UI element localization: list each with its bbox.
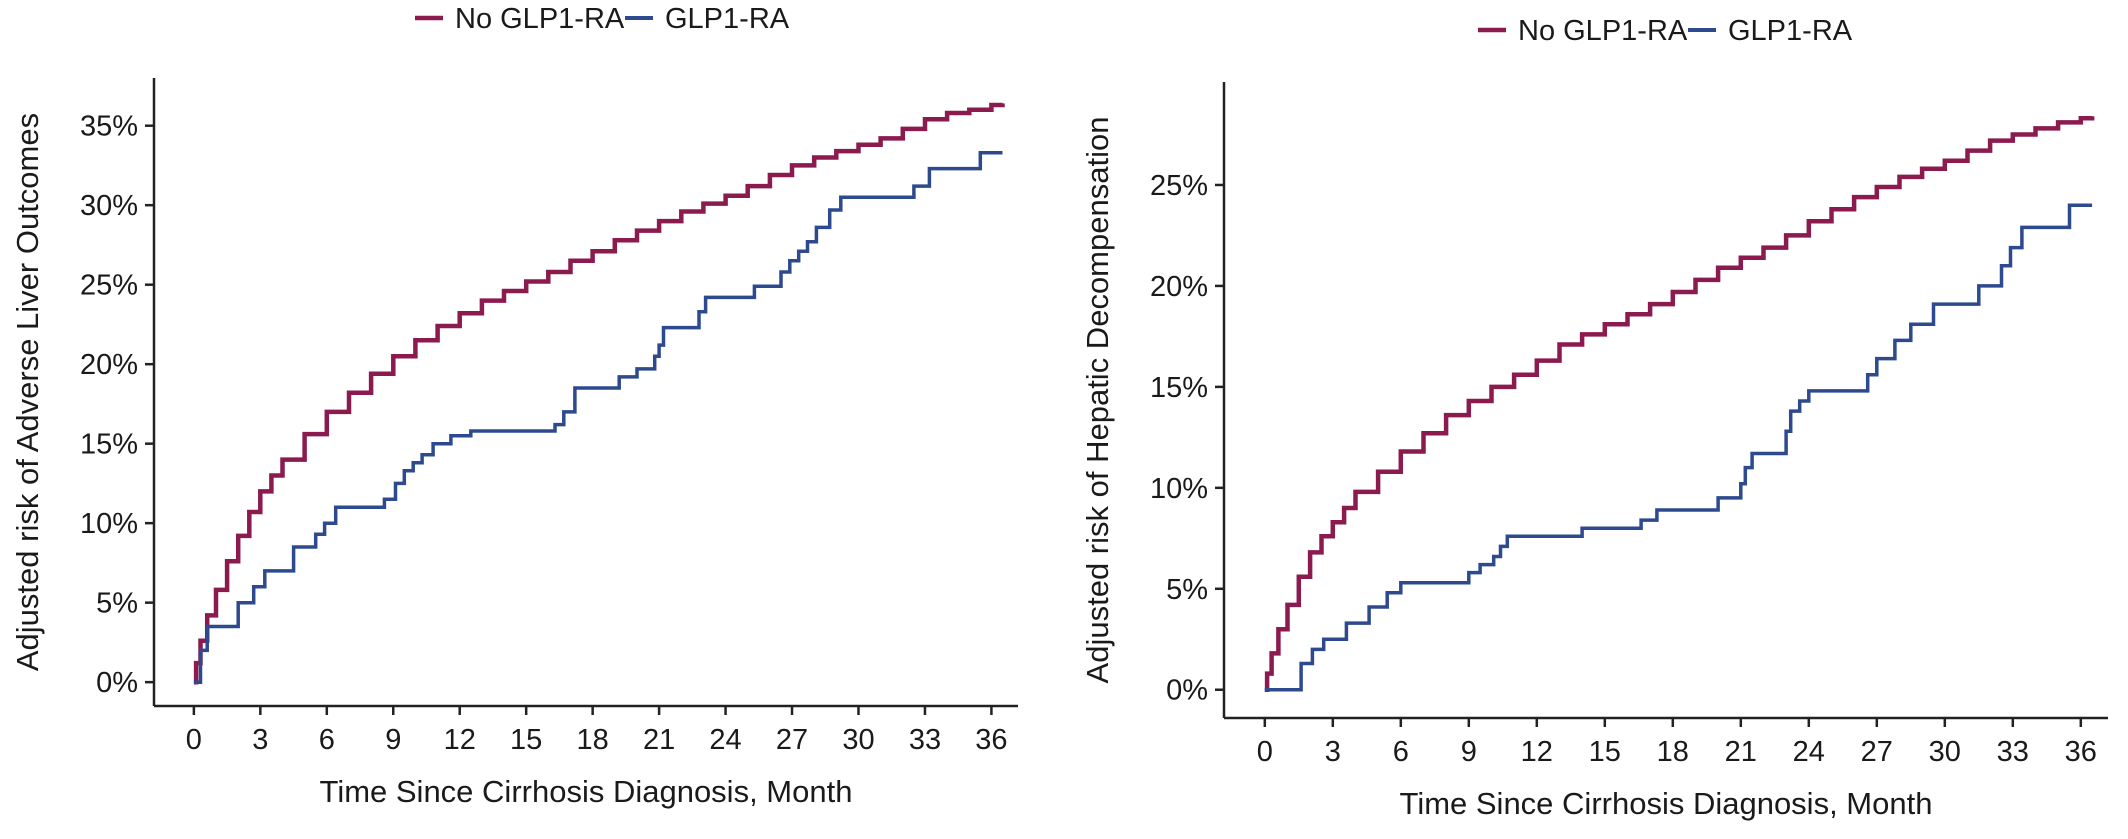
series-line-glp1-ra bbox=[1264, 203, 2093, 692]
series-line-glp1-ra bbox=[193, 150, 1003, 684]
y-axis-title: Adjusted risk of Adverse Liver Outcomes bbox=[10, 113, 45, 671]
x-axis-title: Time Since Cirrhosis Diagnosis, Month bbox=[320, 774, 853, 809]
x-tick-label: 36 bbox=[975, 724, 1007, 756]
x-tick-label: 0 bbox=[186, 724, 202, 756]
x-tick-label: 12 bbox=[1521, 736, 1553, 768]
y-tick-label: 20% bbox=[80, 349, 138, 381]
y-tick-label: 0% bbox=[96, 667, 138, 699]
x-tick-label: 15 bbox=[1589, 736, 1621, 768]
x-tick-label: 0 bbox=[1257, 736, 1273, 768]
legend-label-no-glp1-ra: No GLP1-RA bbox=[1518, 15, 1688, 47]
x-tick-label: 24 bbox=[709, 724, 741, 756]
x-tick-label: 27 bbox=[776, 724, 808, 756]
y-tick-label: 20% bbox=[1150, 271, 1208, 303]
x-tick-label: 24 bbox=[1793, 736, 1825, 768]
y-tick-label: 15% bbox=[80, 429, 138, 461]
y-tick-label: 30% bbox=[80, 190, 138, 222]
legend: No GLP1-RA GLP1-RA bbox=[415, 3, 790, 35]
legend-label-glp1-ra: GLP1-RA bbox=[665, 3, 790, 35]
x-axis-title: Time Since Cirrhosis Diagnosis, Month bbox=[1400, 786, 1933, 821]
chart-panel-adverse-liver-outcomes: 0%5%10%15%20%25%30%35%0 3 6 9 12 15 18 21 24 27 30… bbox=[10, 3, 1018, 809]
x-tick-label: 6 bbox=[1393, 736, 1409, 768]
y-tick-label: 0% bbox=[1166, 675, 1208, 707]
y-tick-label: 5% bbox=[1166, 574, 1208, 606]
y-tick-label: 15% bbox=[1150, 372, 1208, 404]
x-tick-label: 21 bbox=[643, 724, 675, 756]
x-tick-label: 27 bbox=[1861, 736, 1893, 768]
x-tick-label: 9 bbox=[385, 724, 401, 756]
legend-label-glp1-ra: GLP1-RA bbox=[1728, 15, 1853, 47]
x-tick-label: 3 bbox=[1325, 736, 1341, 768]
legend-label-no-glp1-ra: No GLP1-RA bbox=[455, 3, 625, 35]
x-tick-label: 15 bbox=[510, 724, 542, 756]
x-tick-label: 18 bbox=[577, 724, 609, 756]
x-tick-label: 3 bbox=[252, 724, 268, 756]
series-line-no-glp1-ra bbox=[193, 102, 1005, 685]
legend: No GLP1-RA GLP1-RA bbox=[1478, 15, 1853, 47]
y-tick-label: 5% bbox=[96, 588, 138, 620]
x-tick-label: 6 bbox=[319, 724, 335, 756]
y-tick-label: 25% bbox=[1150, 170, 1208, 202]
x-tick-label: 21 bbox=[1725, 736, 1757, 768]
series-line-no-glp1-ra bbox=[1264, 116, 2095, 692]
x-tick-label: 30 bbox=[842, 724, 874, 756]
x-tick-label: 33 bbox=[1997, 736, 2029, 768]
y-tick-label: 35% bbox=[80, 111, 138, 143]
chart-panel-hepatic-decompensation: 0%5%10%15%20%25%0 3 6 9 12 15 18 21 24 27 30 33 36Ti… bbox=[1080, 15, 2108, 821]
y-axis-title: Adjusted risk of Hepatic Decompensation bbox=[1080, 117, 1115, 684]
x-tick-label: 18 bbox=[1657, 736, 1689, 768]
x-tick-label: 12 bbox=[444, 724, 476, 756]
y-tick-label: 10% bbox=[80, 508, 138, 540]
x-tick-label: 9 bbox=[1461, 736, 1477, 768]
y-tick-label: 10% bbox=[1150, 473, 1208, 505]
x-tick-label: 36 bbox=[2065, 736, 2097, 768]
x-tick-label: 33 bbox=[909, 724, 941, 756]
x-tick-label: 30 bbox=[1929, 736, 1961, 768]
y-tick-label: 25% bbox=[80, 270, 138, 302]
